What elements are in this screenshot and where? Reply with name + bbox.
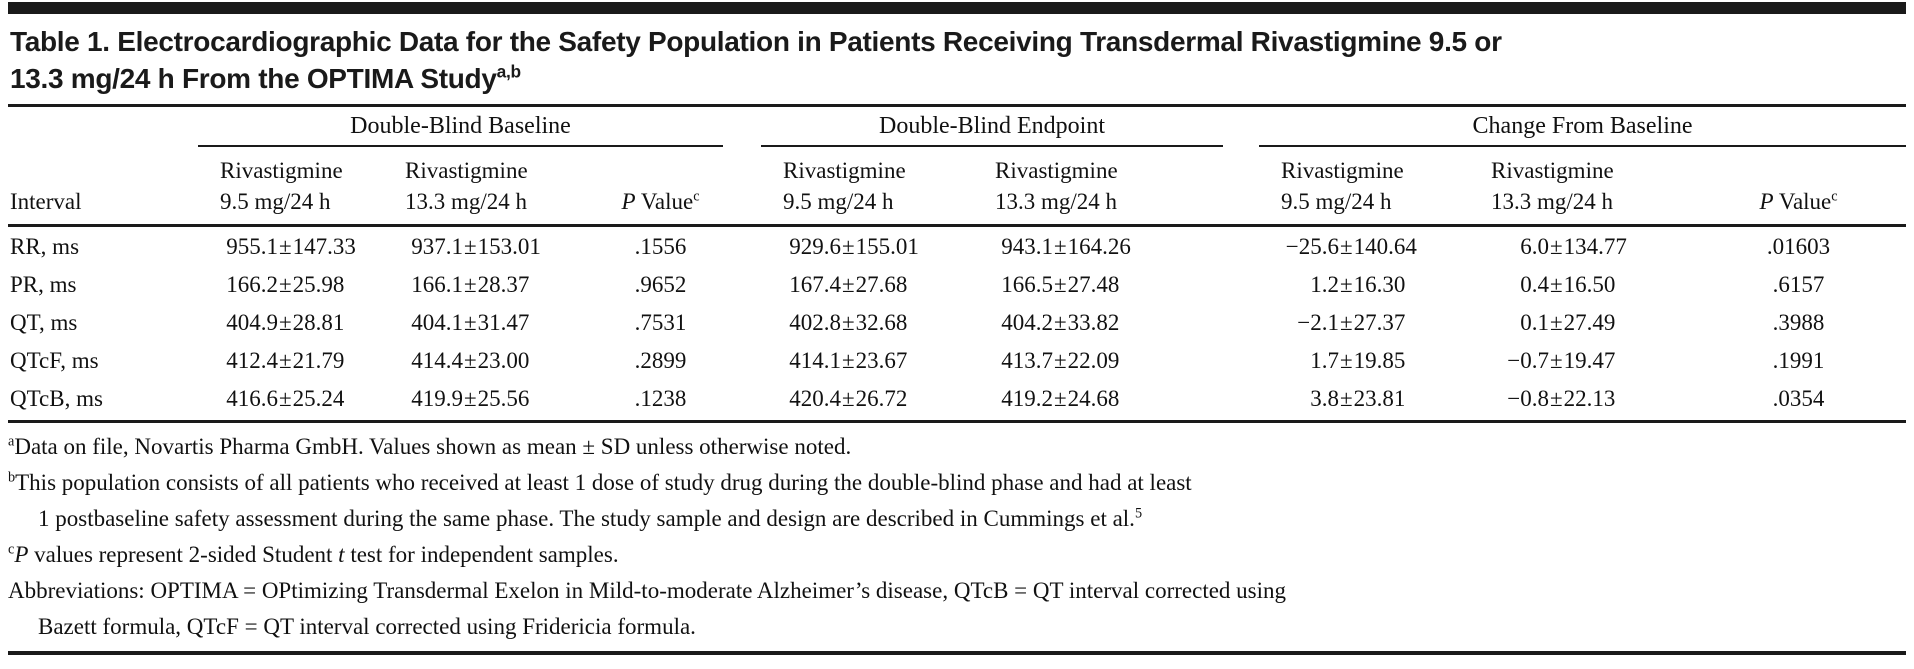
footnote: bThis population consists of all patient… bbox=[8, 469, 1192, 531]
interval-cell: QTcB, ms bbox=[8, 379, 198, 423]
title-divider-rule bbox=[8, 104, 1906, 107]
p-value-cell: .0354 bbox=[1691, 379, 1907, 423]
mean-sd-cell: 420.4±26.72 bbox=[761, 379, 973, 423]
mean-sd-cell: 943.1±164.26 bbox=[1001, 234, 1131, 259]
mean-sd-cell: 6.0±134.77 bbox=[1520, 234, 1627, 259]
table-row: RR, ms 955.1±147.33 937.1±153.01 .1556 929.6… bbox=[8, 227, 1906, 265]
spacer-cell bbox=[1223, 341, 1259, 379]
mean-sd-cell: 166.5±27.48 bbox=[1001, 272, 1120, 297]
table-row: QT, ms 404.9±28.81 404.1±31.47 .7531 402.8±3… bbox=[8, 303, 1906, 341]
p-value-cell: .1238 bbox=[598, 379, 723, 423]
mean-sd-cell: 0.4±16.50 bbox=[1520, 272, 1616, 297]
group-header-row: Double-Blind Baseline Double-Blind Endpo… bbox=[8, 107, 1907, 147]
mean-sd-cell: 1.2±16.30 bbox=[1310, 272, 1406, 297]
column-header-change-13-3: Rivastigmine 13.3 mg/24 h bbox=[1469, 147, 1692, 227]
spacer-cell bbox=[1223, 265, 1259, 303]
column-spacer bbox=[723, 147, 761, 227]
group-spacer bbox=[1223, 107, 1259, 147]
column-header-change-p-value: P Valuec bbox=[1691, 147, 1907, 227]
mean-sd-cell: 402.8±32.68 bbox=[789, 310, 908, 335]
footnote-marker: b bbox=[8, 469, 16, 486]
mean-sd-cell: 413.7±22.09 bbox=[1001, 348, 1120, 373]
mean-sd-cell: −25.6±140.64 bbox=[1285, 234, 1417, 259]
p-value-cell: .2899 bbox=[634, 348, 687, 373]
mean-sd-cell: −0.8±22.13 bbox=[1469, 379, 1692, 423]
column-header-baseline-p-value: P Valuec bbox=[598, 147, 723, 227]
footnote-marker: c bbox=[8, 541, 15, 558]
interval-cell: PR, ms bbox=[10, 272, 77, 297]
column-header-row: Interval Rivastigmine 9.5 mg/24 h Rivast… bbox=[8, 147, 1907, 227]
column-header-baseline-13-3: Rivastigmine 13.3 mg/24 h bbox=[383, 147, 598, 227]
p-value-cell: .3988 bbox=[1772, 310, 1825, 335]
mean-sd-cell: 416.6±25.24 bbox=[198, 379, 383, 423]
column-header-baseline-9-5: Rivastigmine 9.5 mg/24 h bbox=[198, 147, 383, 227]
p-value-cell: .1991 bbox=[1772, 348, 1825, 373]
mean-sd-cell: 167.4±27.68 bbox=[789, 272, 908, 297]
group-header-empty bbox=[8, 107, 198, 147]
footnote-marker: 5 bbox=[1134, 505, 1143, 522]
spacer-cell bbox=[1223, 227, 1259, 265]
group-header-endpoint: Double-Blind Endpoint bbox=[761, 107, 1224, 147]
mean-sd-cell: 414.1±23.67 bbox=[789, 348, 908, 373]
footnote: cP values represent 2-sided Student t te… bbox=[8, 541, 619, 567]
mean-sd-cell: −2.1±27.37 bbox=[1297, 310, 1406, 335]
table-row: PR, ms 166.2±25.98 166.1±28.37 .9652 167.4±2… bbox=[8, 265, 1906, 303]
mean-sd-cell: 1.7±19.85 bbox=[1310, 348, 1406, 373]
column-spacer bbox=[1223, 147, 1260, 227]
mean-sd-cell: 166.2±25.98 bbox=[226, 272, 345, 297]
mean-sd-cell: 929.6±155.01 bbox=[789, 234, 919, 259]
footnote: aData on file, Novartis Pharma GmbH. Val… bbox=[8, 433, 852, 459]
column-header-interval: Interval bbox=[8, 147, 198, 227]
p-value-cell: .9652 bbox=[634, 272, 687, 297]
spacer-cell bbox=[723, 227, 761, 265]
table-title-superscript: a,b bbox=[496, 61, 521, 82]
column-header-endpoint-9-5: Rivastigmine 9.5 mg/24 h bbox=[761, 147, 973, 227]
spacer-cell bbox=[723, 303, 761, 341]
mean-sd-cell: 3.8±23.81 bbox=[1259, 379, 1470, 423]
mean-sd-cell: 166.1±28.37 bbox=[411, 272, 530, 297]
spacer-cell bbox=[723, 379, 761, 423]
mean-sd-cell: 937.1±153.01 bbox=[411, 234, 541, 259]
footnote: Abbreviations: OPTIMA = OPtimizing Trans… bbox=[8, 578, 1287, 639]
spacer-cell bbox=[1223, 379, 1260, 423]
p-value-cell: .1556 bbox=[634, 234, 687, 259]
mean-sd-cell: 414.4±23.00 bbox=[411, 348, 530, 373]
table-row: QTcB, ms 416.6±25.24 419.9±25.56.1238 420.4… bbox=[8, 379, 1907, 423]
mean-sd-cell: 404.2±33.82 bbox=[1001, 310, 1120, 335]
table-row: QTcF, ms 412.4±21.79 414.4±23.00 .2899 414.1… bbox=[8, 341, 1906, 379]
ecg-data-table: Double-Blind Baseline Double-Blind Endpo… bbox=[8, 107, 1907, 423]
bottom-rule-bar bbox=[8, 651, 1906, 655]
column-header-endpoint-13-3: Rivastigmine 13.3 mg/24 h bbox=[973, 147, 1224, 227]
interval-cell: QTcF, ms bbox=[10, 348, 99, 373]
column-header-change-9-5: Rivastigmine 9.5 mg/24 h bbox=[1259, 147, 1470, 227]
mean-sd-cell: 404.1±31.47 bbox=[411, 310, 530, 335]
group-header-baseline: Double-Blind Baseline bbox=[198, 107, 723, 147]
spacer-cell bbox=[723, 341, 761, 379]
interval-cell: RR, ms bbox=[10, 234, 80, 259]
group-header-change: Change From Baseline bbox=[1259, 107, 1907, 147]
top-rule-bar bbox=[8, 2, 1906, 14]
mean-sd-cell: −0.7±19.47 bbox=[1507, 348, 1616, 373]
mean-sd-cell: 419.9±25.56 bbox=[383, 379, 598, 423]
spacer-cell bbox=[723, 265, 761, 303]
table-title-line1: Table 1. Electrocardiographic Data for t… bbox=[10, 26, 1502, 57]
mean-sd-cell: 0.1±27.49 bbox=[1520, 310, 1616, 335]
p-value-cell: .7531 bbox=[634, 310, 687, 335]
mean-sd-cell: 955.1±147.33 bbox=[226, 234, 356, 259]
table-title-line2: 13.3 mg/24 h From the OPTIMA Study bbox=[10, 63, 497, 94]
interval-cell: QT, ms bbox=[10, 310, 78, 335]
p-value-cell: .01603 bbox=[1766, 234, 1831, 259]
spacer-cell bbox=[1223, 303, 1259, 341]
mean-sd-cell: 412.4±21.79 bbox=[226, 348, 345, 373]
p-value-cell: .6157 bbox=[1772, 272, 1825, 297]
mean-sd-cell: 404.9±28.81 bbox=[226, 310, 345, 335]
group-spacer bbox=[723, 107, 761, 147]
footnote-marker: a bbox=[8, 433, 15, 450]
table-title: Table 1. Electrocardiographic Data for t… bbox=[10, 23, 1906, 97]
table-body: RR, ms 955.1±147.33 937.1±153.01 .1556 929.6… bbox=[8, 227, 1907, 423]
mean-sd-cell: 419.2±24.68 bbox=[973, 379, 1224, 423]
footnotes: aData on file, Novartis Pharma GmbH. Val… bbox=[8, 429, 1906, 645]
